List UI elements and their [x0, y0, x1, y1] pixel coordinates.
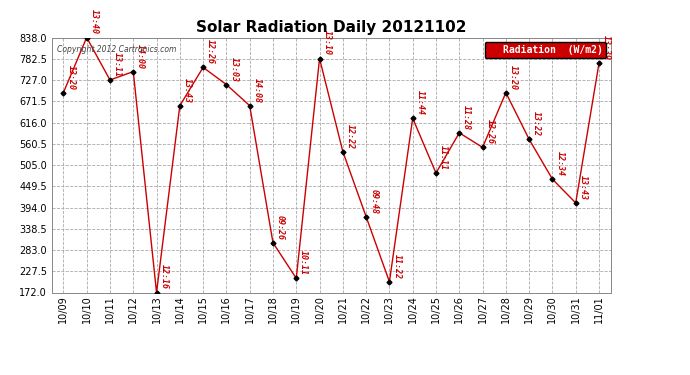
- Text: 13:11: 13:11: [113, 52, 122, 77]
- Text: 13:43: 13:43: [183, 78, 192, 103]
- Text: 13:20: 13:20: [66, 64, 75, 90]
- Text: 11:11: 11:11: [439, 145, 448, 170]
- Text: 13:20: 13:20: [509, 64, 518, 90]
- Text: 13:22: 13:22: [532, 111, 541, 136]
- Text: 12:16: 12:16: [159, 264, 168, 290]
- Text: Copyright 2012 Cartronics.com: Copyright 2012 Cartronics.com: [57, 45, 177, 54]
- Text: 13:43: 13:43: [579, 175, 588, 200]
- Text: 09:26: 09:26: [276, 214, 285, 240]
- Text: 10:11: 10:11: [299, 250, 308, 275]
- Text: 12:26: 12:26: [206, 39, 215, 64]
- Title: Solar Radiation Daily 20121102: Solar Radiation Daily 20121102: [196, 20, 466, 35]
- Text: 13:03: 13:03: [230, 57, 239, 81]
- Text: 12:22: 12:22: [346, 123, 355, 148]
- Legend: Radiation  (W/m2): Radiation (W/m2): [484, 42, 606, 58]
- Text: 14:08: 14:08: [253, 78, 262, 103]
- Text: 09:48: 09:48: [369, 189, 378, 214]
- Text: 11:44: 11:44: [416, 90, 425, 115]
- Text: 14:00: 14:00: [137, 44, 146, 69]
- Text: 11:22: 11:22: [393, 254, 402, 279]
- Text: 13:10: 13:10: [323, 30, 332, 56]
- Text: 13:40: 13:40: [90, 9, 99, 34]
- Text: 12:34: 12:34: [555, 151, 564, 176]
- Text: 11:28: 11:28: [462, 105, 471, 130]
- Text: 13:39: 13:39: [602, 35, 611, 60]
- Text: 12:26: 12:26: [486, 119, 495, 144]
